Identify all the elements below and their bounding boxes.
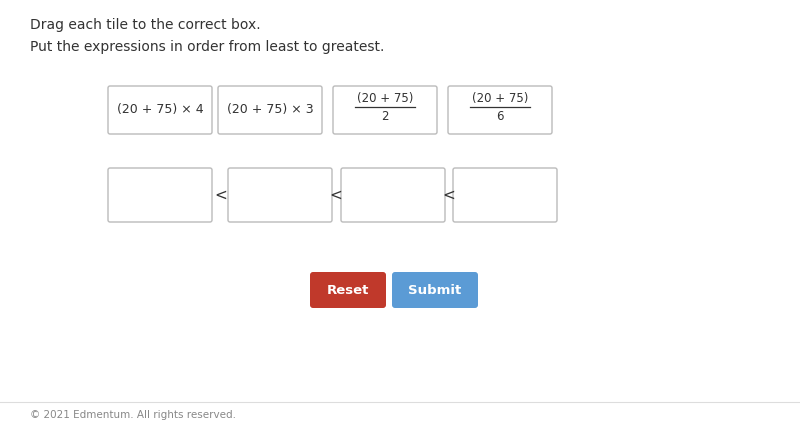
Text: Reset: Reset [327, 283, 369, 297]
FancyBboxPatch shape [310, 272, 386, 308]
FancyBboxPatch shape [333, 86, 437, 134]
Text: <: < [214, 187, 227, 203]
FancyBboxPatch shape [341, 168, 445, 222]
Text: <: < [330, 187, 342, 203]
Text: (20 + 75): (20 + 75) [472, 92, 528, 105]
Text: Put the expressions in order from least to greatest.: Put the expressions in order from least … [30, 40, 384, 54]
Text: (20 + 75): (20 + 75) [357, 92, 413, 105]
Text: 6: 6 [496, 110, 504, 123]
Text: <: < [442, 187, 455, 203]
FancyBboxPatch shape [218, 86, 322, 134]
Text: 2: 2 [382, 110, 389, 123]
FancyBboxPatch shape [228, 168, 332, 222]
Text: © 2021 Edmentum. All rights reserved.: © 2021 Edmentum. All rights reserved. [30, 410, 236, 420]
FancyBboxPatch shape [453, 168, 557, 222]
Text: (20 + 75) × 3: (20 + 75) × 3 [226, 104, 314, 117]
Text: Drag each tile to the correct box.: Drag each tile to the correct box. [30, 18, 261, 32]
Text: Submit: Submit [408, 283, 462, 297]
FancyBboxPatch shape [392, 272, 478, 308]
FancyBboxPatch shape [448, 86, 552, 134]
FancyBboxPatch shape [108, 86, 212, 134]
Text: (20 + 75) × 4: (20 + 75) × 4 [117, 104, 203, 117]
FancyBboxPatch shape [108, 168, 212, 222]
